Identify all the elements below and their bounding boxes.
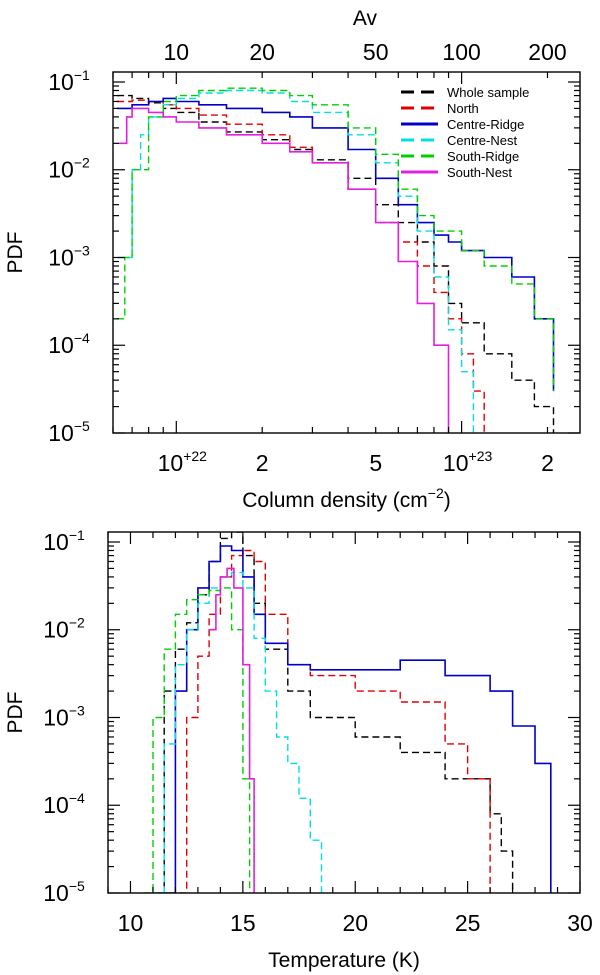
legend-label: Centre-Nest <box>447 133 517 148</box>
y-tick-label-sup: −3 <box>69 702 85 718</box>
y-axis-title: PDF <box>4 692 27 734</box>
x-tick-label-base: 20 <box>342 910 368 936</box>
x-tick-label-base: 10 <box>443 450 469 476</box>
x-axis-title: Column density (cm−2) <box>242 485 451 512</box>
x-tick-label: 30 <box>567 910 593 936</box>
y-tick-label-sup: −1 <box>69 527 85 543</box>
series-line-south-ridge <box>117 87 555 392</box>
x-tick-label: 2 <box>541 450 554 476</box>
x-axis-title-text: Column density (cm <box>242 489 428 512</box>
x-tick-label-base: 10 <box>158 450 184 476</box>
x-tick-label-base: 10 <box>118 910 144 936</box>
x-tick-label: 10+23 <box>443 448 493 476</box>
y-tick-label: 10−4 <box>43 790 85 818</box>
y-tick-label-sup: −5 <box>74 418 90 434</box>
series-line-south-nest <box>209 567 255 893</box>
x-tick-label-base: 30 <box>567 910 593 936</box>
y-tick-label-base: 10 <box>43 880 69 906</box>
top-tick-label: 50 <box>363 39 389 65</box>
y-tick-label: 10−2 <box>48 155 90 183</box>
series-line-centre-ridge <box>164 545 552 893</box>
y-tick-label-base: 10 <box>43 704 69 730</box>
x-tick-label: 2 <box>256 450 269 476</box>
y-tick-label-sup: −2 <box>69 615 85 631</box>
y-tick-label: 10−3 <box>48 242 90 270</box>
y-tick-label: 10−5 <box>48 418 90 446</box>
series-line-whole-sample <box>157 532 514 893</box>
series-line-centre-nest <box>153 571 323 893</box>
top-tick-label: 200 <box>528 39 566 65</box>
legend-label: South-Ridge <box>447 149 519 164</box>
x-tick-label-base: 2 <box>256 450 269 476</box>
chart-panel-top: 10−110−210−310−410−510+22 2 5 10+23 210 20 50 1… <box>4 7 581 512</box>
y-tick-label-base: 10 <box>43 617 69 643</box>
y-tick-label-sup: −5 <box>69 878 85 894</box>
x-axis-title-sup: −2 <box>428 485 444 501</box>
series-group-top <box>117 87 555 433</box>
top-tick-label: 100 <box>442 39 480 65</box>
x-tick-label-base: 2 <box>541 450 554 476</box>
y-tick-label: 10−1 <box>48 67 90 95</box>
x-tick-label: 10 <box>118 910 144 936</box>
y-tick-label-base: 10 <box>48 69 74 95</box>
legend-label: South-Nest <box>447 165 512 180</box>
y-tick-label-sup: −1 <box>74 67 90 83</box>
series-group-bottom <box>144 532 552 893</box>
top-axis-title: Av <box>353 7 378 30</box>
y-tick-label: 10−2 <box>43 615 85 643</box>
y-tick-label-base: 10 <box>48 157 74 183</box>
y-tick-label: 10−5 <box>43 878 85 906</box>
x-tick-label-sup: +22 <box>183 448 207 464</box>
y-tick-label-base: 10 <box>43 792 69 818</box>
legend: Whole sampleNorthCentre-RidgeCentre-Nest… <box>401 85 529 180</box>
series-line-south-ridge <box>144 587 251 893</box>
y-tick-label: 10−3 <box>43 702 85 730</box>
series-line-north <box>179 549 491 893</box>
series-line-centre-nest <box>117 89 475 433</box>
x-axis-title: Temperature (K) <box>268 949 420 972</box>
y-tick-label-sup: −4 <box>74 330 90 346</box>
y-tick-label-sup: −3 <box>74 242 90 258</box>
y-tick-label-base: 10 <box>48 244 74 270</box>
y-axis-title: PDF <box>4 232 27 274</box>
top-tick-label: 20 <box>249 39 275 65</box>
y-tick-label-base: 10 <box>48 420 74 446</box>
x-axis-title-close: ) <box>444 489 451 512</box>
x-tick-label: 5 <box>369 450 382 476</box>
series-line-south-nest <box>119 107 450 433</box>
legend-label: North <box>447 101 479 116</box>
y-tick-label-base: 10 <box>48 332 74 358</box>
x-tick-label-base: 5 <box>369 450 382 476</box>
x-tick-label-base: 25 <box>455 910 481 936</box>
y-tick-label-base: 10 <box>43 529 69 555</box>
y-tick-label: 10−4 <box>48 330 90 358</box>
y-tick-label-sup: −2 <box>74 155 90 171</box>
x-tick-label: 15 <box>230 910 256 936</box>
x-tick-label-sup: +23 <box>469 448 493 464</box>
plot-frame-bottom <box>107 531 581 894</box>
x-tick-label-base: 15 <box>230 910 256 936</box>
y-tick-label: 10−1 <box>43 527 85 555</box>
plot-frame-top <box>112 71 581 434</box>
x-tick-label: 10+22 <box>158 448 208 476</box>
x-tick-label: 25 <box>455 910 481 936</box>
top-tick-label: 10 <box>163 39 189 65</box>
legend-label: Whole sample <box>447 85 529 100</box>
chart-panel-bottom: 10−110−210−310−410−510 15 20 25 30Temperatur… <box>4 527 593 972</box>
x-axis-title-text: Temperature (K) <box>268 949 420 972</box>
y-tick-label-sup: −4 <box>69 790 85 806</box>
x-tick-label: 20 <box>342 910 368 936</box>
legend-label: Centre-Ridge <box>447 117 524 132</box>
